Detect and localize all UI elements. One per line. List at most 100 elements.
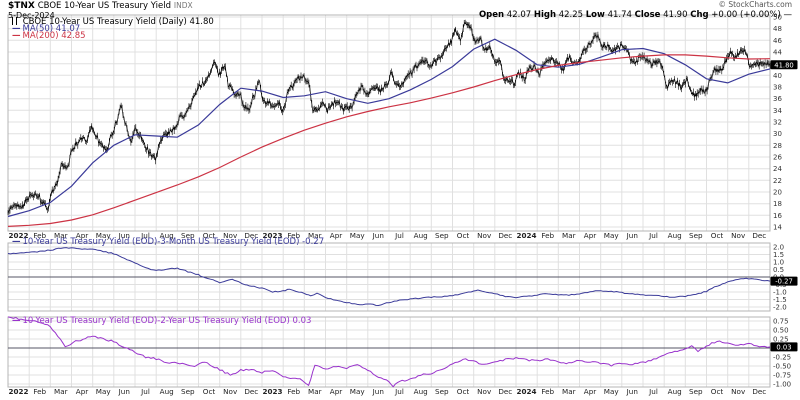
svg-text:Nov: Nov: [223, 231, 238, 240]
svg-text:2022: 2022: [8, 231, 28, 240]
svg-text:46: 46: [773, 37, 782, 45]
svg-text:Jun: Jun: [626, 387, 638, 396]
svg-text:Jul: Jul: [648, 231, 658, 240]
high-label: High: [533, 10, 557, 20]
svg-text:Dec: Dec: [498, 231, 512, 240]
chart-date: 5-Dec-2024: [8, 11, 55, 20]
svg-text:Mar: Mar: [308, 387, 322, 396]
legend-ma50-label: MA(50) 41.07: [22, 24, 81, 34]
legend-spread2y: —10-Year US Treasury Yield (EOD)-2-Year …: [12, 316, 311, 326]
legend-ma200: — MA(200) 42.85: [12, 31, 86, 41]
svg-text:Aug: Aug: [414, 231, 428, 240]
low-label: Low: [585, 10, 605, 20]
svg-text:Jun: Jun: [372, 387, 384, 396]
svg-text:2.0: 2.0: [773, 244, 784, 252]
svg-text:Mar: Mar: [308, 231, 322, 240]
svg-text:Nov: Nov: [731, 387, 746, 396]
svg-text:26: 26: [773, 154, 782, 162]
svg-text:Oct: Oct: [203, 231, 216, 240]
close-value: 41.90: [663, 10, 688, 20]
exchange-label: INDX: [173, 1, 193, 10]
svg-text:14: 14: [773, 224, 782, 232]
svg-text:-1.00: -1.00: [773, 381, 791, 389]
svg-text:-0.25: -0.25: [773, 354, 791, 362]
legend-main: CBOE 10-Year US Treasury Yield (Daily) 4…: [12, 17, 214, 26]
high-value: 42.25: [558, 10, 584, 20]
legend-ma200-label: MA(200) 42.85: [22, 31, 86, 41]
svg-text:2022: 2022: [8, 387, 28, 396]
svg-text:Aug: Aug: [160, 387, 174, 396]
svg-text:Jul: Jul: [648, 387, 658, 396]
svg-text:Feb: Feb: [287, 387, 300, 396]
svg-text:22: 22: [773, 177, 782, 185]
svg-text:Oct: Oct: [457, 387, 470, 396]
svg-text:Jul: Jul: [140, 231, 150, 240]
svg-text:48: 48: [773, 25, 782, 33]
svg-text:Jun: Jun: [626, 231, 638, 240]
svg-text:Nov: Nov: [477, 387, 492, 396]
ohlc-quote: Open 42.07 High 42.25 Low 41.74 Close 41…: [479, 10, 792, 20]
svg-text:Oct: Oct: [457, 231, 470, 240]
svg-text:Aug: Aug: [414, 387, 428, 396]
svg-text:-2.0: -2.0: [773, 304, 787, 312]
svg-text:16: 16: [773, 212, 782, 220]
svg-text:Feb: Feb: [541, 231, 554, 240]
svg-text:Apr: Apr: [76, 387, 88, 396]
svg-text:0.5: 0.5: [773, 266, 784, 274]
instrument-name: CBOE 10-Year US Treasury Yield: [37, 1, 171, 11]
svg-text:Jul: Jul: [140, 387, 150, 396]
svg-text:May: May: [604, 231, 620, 240]
svg-text:Dec: Dec: [752, 231, 766, 240]
open-label: Open: [478, 10, 505, 20]
svg-text:36: 36: [773, 95, 782, 103]
chg-value: +0.00 (+0.00%): [711, 10, 781, 20]
svg-text:Sep: Sep: [181, 231, 195, 240]
svg-text:Sep: Sep: [181, 387, 195, 396]
svg-text:Apr: Apr: [76, 231, 88, 240]
svg-text:Feb: Feb: [33, 231, 46, 240]
svg-text:-0.50: -0.50: [773, 363, 791, 371]
svg-text:28: 28: [773, 142, 782, 150]
svg-text:Nov: Nov: [223, 387, 238, 396]
svg-text:-0.75: -0.75: [773, 372, 791, 380]
svg-text:Apr: Apr: [584, 231, 596, 240]
svg-text:May: May: [604, 387, 620, 396]
ma50-line-icon: —: [12, 24, 21, 34]
svg-text:18: 18: [773, 200, 782, 208]
svg-text:Aug: Aug: [668, 231, 682, 240]
svg-text:Jul: Jul: [394, 387, 404, 396]
close-label: Close: [634, 10, 661, 20]
ticker-symbol: $TNX: [8, 1, 35, 11]
svg-text:Aug: Aug: [160, 231, 174, 240]
spread2y-line-icon: —: [12, 316, 21, 326]
open-value: 42.07: [506, 10, 532, 20]
svg-text:-1.0: -1.0: [773, 289, 787, 297]
svg-text:2023: 2023: [262, 231, 282, 240]
chg-label: Chg: [690, 10, 709, 20]
svg-text:1.5: 1.5: [773, 251, 784, 259]
svg-text:-0.27: -0.27: [775, 278, 793, 286]
svg-text:Mar: Mar: [54, 387, 68, 396]
svg-text:Dec: Dec: [498, 387, 512, 396]
svg-text:Oct: Oct: [711, 387, 724, 396]
svg-text:Feb: Feb: [541, 387, 554, 396]
svg-text:Dec: Dec: [244, 387, 258, 396]
svg-text:Dec: Dec: [244, 231, 258, 240]
copyright-link[interactable]: © StockCharts.com: [718, 0, 792, 9]
svg-text:44: 44: [773, 49, 782, 57]
svg-text:Oct: Oct: [711, 231, 724, 240]
svg-text:Feb: Feb: [287, 231, 300, 240]
svg-text:Sep: Sep: [435, 231, 449, 240]
svg-text:Sep: Sep: [689, 387, 703, 396]
svg-text:-1.5: -1.5: [773, 296, 787, 304]
svg-text:2023: 2023: [262, 387, 282, 396]
legend-main-label: CBOE 10-Year US Treasury Yield (Daily) 4…: [22, 17, 214, 27]
svg-text:24: 24: [773, 165, 782, 173]
svg-text:Mar: Mar: [562, 387, 576, 396]
svg-text:Mar: Mar: [562, 231, 576, 240]
svg-text:0.03: 0.03: [776, 343, 791, 351]
svg-text:32: 32: [773, 119, 782, 127]
svg-text:2024: 2024: [516, 231, 536, 240]
svg-text:May: May: [96, 387, 112, 396]
